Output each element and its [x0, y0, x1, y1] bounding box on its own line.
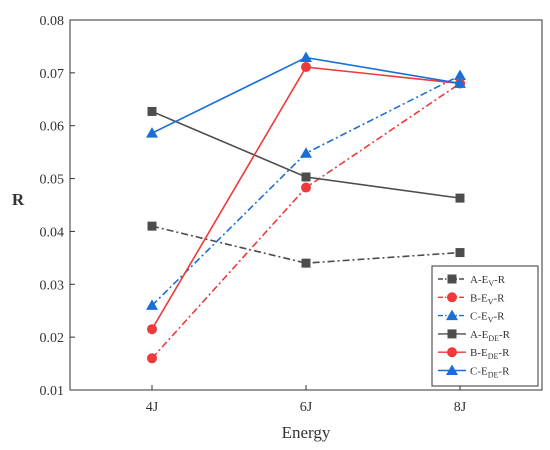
series-A-EV-R — [147, 221, 465, 268]
series-A-EDE-R — [147, 106, 465, 203]
data-point — [301, 182, 311, 193]
legend-entry: A-EDE-R — [438, 329, 511, 343]
legend-entry: B-EV-R — [438, 292, 505, 306]
legend-label: C-EV-R — [470, 311, 505, 325]
legend-marker — [447, 292, 457, 303]
legend-label: B-EV-R — [470, 292, 505, 306]
data-point — [301, 172, 311, 182]
data-point — [455, 193, 465, 203]
data-point — [301, 258, 311, 268]
legend-entry: A-EV-R — [438, 274, 506, 288]
y-tick-label: 0.04 — [40, 225, 65, 240]
legend-box — [431, 265, 539, 387]
y-axis-label: R — [12, 190, 25, 209]
legend: A-EV-R B-EV-R C-EV-R A-EDE-R B-EDE-R C-EDE-R — [431, 265, 539, 387]
data-point — [300, 51, 312, 63]
x-tick-label: 8J — [454, 400, 467, 415]
data-point — [146, 299, 158, 310]
data-point — [147, 106, 157, 116]
data-point — [454, 77, 466, 88]
data-point — [301, 62, 311, 73]
series-C-EV-R — [146, 69, 466, 310]
data-point — [147, 324, 157, 335]
legend-marker — [447, 329, 457, 339]
y-tick-label: 0.01 — [40, 384, 65, 399]
legend-entry: C-EDE-R — [438, 364, 510, 380]
data-point — [454, 69, 466, 80]
x-tick-label: 6J — [300, 400, 313, 415]
legend-marker — [446, 309, 458, 321]
series-line — [151, 66, 461, 330]
legend-marker — [446, 364, 458, 375]
x-tick-label: 4J — [146, 400, 159, 415]
data-point — [146, 127, 158, 138]
y-axis-ticks: 0.01 0.02 0.03 0.04 0.05 0.06 0.07 0.08 — [40, 14, 75, 399]
y-tick-label: 0.03 — [40, 278, 65, 293]
data-point — [147, 353, 157, 364]
legend-entry: C-EV-R — [438, 309, 505, 325]
y-tick-label: 0.05 — [40, 173, 65, 188]
y-tick-label: 0.08 — [40, 14, 65, 29]
legend-label: A-EDE-R — [470, 329, 511, 343]
data-point — [147, 221, 157, 231]
series-line — [151, 82, 461, 359]
legend-marker — [447, 347, 457, 358]
legend-label: B-EDE-R — [470, 347, 510, 361]
series-layer — [146, 51, 466, 364]
legend-entry: B-EDE-R — [438, 347, 510, 361]
y-tick-label: 0.06 — [40, 120, 65, 135]
data-point — [300, 147, 312, 158]
series-B-EV-R — [147, 78, 465, 364]
x-axis-ticks: 4J 6J 8J — [146, 385, 467, 415]
series-line — [151, 225, 461, 264]
series-B-EDE-R — [147, 62, 465, 335]
y-tick-label: 0.07 — [40, 67, 65, 82]
legend-marker — [447, 274, 457, 284]
legend-label: C-EDE-R — [470, 366, 510, 380]
legend-label: A-EV-R — [470, 274, 506, 288]
y-tick-label: 0.02 — [40, 331, 65, 346]
data-point — [455, 248, 465, 258]
series-C-EDE-R — [146, 51, 466, 138]
x-axis-label: Energy — [282, 423, 331, 442]
